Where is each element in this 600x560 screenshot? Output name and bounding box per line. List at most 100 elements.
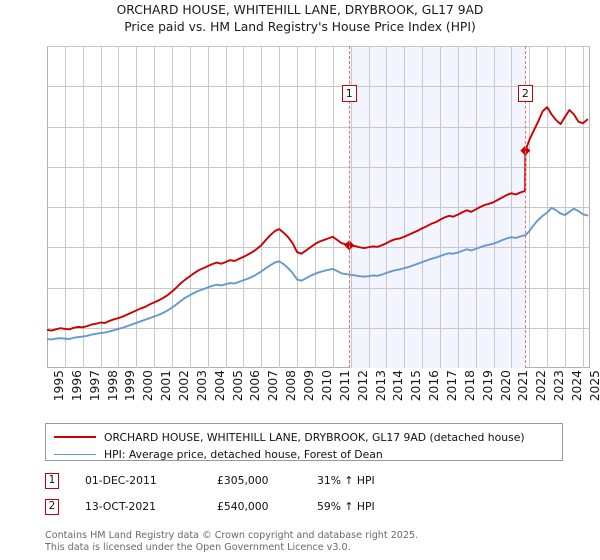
gridline-vertical [154, 46, 156, 368]
x-axis-tick-label: 2024 [569, 370, 584, 402]
gridline-vertical [422, 46, 424, 368]
gridline-vertical [279, 46, 281, 368]
x-axis-tick-label: 2022 [534, 370, 549, 402]
gridline-vertical [511, 46, 513, 368]
legend-item[interactable]: ORCHARD HOUSE, WHITEHILL LANE, DRYBROOK,… [54, 429, 525, 445]
gridline-vertical [386, 46, 388, 368]
footer-line-2: This data is licensed under the Open Gov… [45, 541, 351, 553]
x-axis-tick-label: 2004 [212, 370, 227, 402]
gridline-horizontal [47, 46, 590, 47]
x-axis-tick-label: 2009 [302, 370, 317, 402]
x-axis-tick-label: 1995 [52, 370, 66, 402]
gridline-vertical [100, 46, 102, 368]
transaction-hpi-delta: 59% ↑ HPI [317, 500, 375, 513]
x-axis-tick-label: 2010 [319, 370, 334, 402]
x-axis-tick-label: 1996 [69, 370, 84, 402]
gridline-vertical [457, 46, 459, 368]
gridline-horizontal [47, 287, 590, 289]
transaction-price: £540,000 [217, 500, 269, 513]
gridline-vertical [439, 46, 441, 368]
gridline-vertical [207, 46, 209, 368]
gridline-vertical [136, 46, 138, 368]
gridline-vertical [314, 46, 316, 368]
transaction-badge[interactable]: 1 [45, 473, 59, 489]
gridline-vertical [243, 46, 245, 368]
legend-item[interactable]: HPI: Average price, detached house, Fore… [54, 446, 383, 462]
gridline-vertical [261, 46, 263, 368]
x-axis-tick-label: 2005 [230, 370, 245, 402]
gridline-vertical [529, 46, 531, 368]
x-axis-tick-label: 2011 [337, 370, 352, 402]
gridline-horizontal [47, 166, 590, 168]
page-title: ORCHARD HOUSE, WHITEHILL LANE, DRYBROOK,… [0, 2, 600, 36]
x-axis-tick-label: 1999 [123, 370, 138, 402]
x-axis-tick-label: 2006 [248, 370, 263, 402]
footer-line-1: Contains HM Land Registry data © Crown c… [45, 530, 419, 541]
x-axis-tick-label: 2023 [552, 370, 567, 402]
annotation-marker-badge[interactable]: 1 [341, 85, 357, 102]
gridline-vertical [64, 46, 66, 368]
gridline-vertical [118, 46, 120, 368]
transaction-row[interactable]: 1 01-DEC-2011 £305,000 31% ↑ HPI [45, 473, 565, 493]
x-axis-tick-label: 2020 [498, 370, 513, 402]
x-axis-tick-label: 2018 [462, 370, 477, 402]
x-axis-tick-label: 2019 [480, 370, 495, 402]
x-axis-tick-label: 2003 [194, 370, 209, 402]
chart-legend: ORCHARD HOUSE, WHITEHILL LANE, DRYBROOK,… [45, 423, 563, 461]
footer-attribution: Contains HM Land Registry data © Crown c… [45, 530, 585, 553]
annotation-marker-badge[interactable]: 2 [517, 85, 533, 102]
transaction-date: 13-OCT-2021 [85, 500, 156, 513]
legend-item-label: ORCHARD HOUSE, WHITEHILL LANE, DRYBROOK,… [104, 430, 525, 444]
x-axis-tick-label: 2021 [516, 370, 531, 402]
gridline-horizontal [47, 327, 590, 329]
gridline-horizontal [47, 86, 590, 88]
x-axis-tick-label: 1997 [87, 370, 102, 402]
transaction-hpi-delta: 31% ↑ HPI [317, 474, 375, 487]
title-line-1: ORCHARD HOUSE, WHITEHILL LANE, DRYBROOK,… [116, 3, 484, 17]
x-axis-tick-label: 2016 [427, 370, 442, 402]
legend-color-swatch [54, 453, 96, 455]
x-axis-tick-label: 2002 [177, 370, 192, 402]
gridline-horizontal [47, 207, 590, 208]
annotation-vline [349, 46, 351, 368]
legend-item-label: HPI: Average price, detached house, Fore… [104, 447, 383, 461]
x-axis-tick-label: 2013 [373, 370, 388, 402]
gridline-vertical [350, 46, 352, 368]
transaction-price: £305,000 [217, 474, 269, 487]
x-axis-tick-label: 2001 [159, 370, 174, 402]
chart-series-svg [47, 46, 590, 368]
gridline-vertical [82, 46, 84, 368]
series-line [47, 107, 587, 330]
legend-color-swatch [54, 436, 96, 438]
gridline-horizontal [47, 126, 590, 128]
x-axis-tick-label: 2000 [141, 370, 156, 402]
gridline-vertical [297, 46, 299, 368]
x-axis-tick-label: 2025 [587, 370, 600, 402]
series-line [47, 208, 587, 340]
annotation-vline [525, 46, 527, 368]
x-axis-tick-label: 2015 [409, 370, 424, 402]
gridline-vertical [582, 46, 584, 368]
gridline-vertical [172, 46, 174, 368]
x-axis: 1995 1996 1997 1998 1999 2000 2001 2002 2003 2004… [47, 370, 600, 418]
x-axis-tick-label: 2008 [284, 370, 299, 402]
gridline-vertical [547, 46, 549, 368]
x-axis-tick-label: 2017 [444, 370, 459, 402]
transaction-badge[interactable]: 2 [45, 499, 59, 515]
gridline-vertical [368, 46, 370, 368]
x-axis-tick-label: 2012 [355, 370, 370, 402]
gridline-vertical [225, 46, 227, 368]
gridline-vertical [475, 46, 477, 368]
transaction-date: 01-DEC-2011 [85, 474, 157, 487]
transaction-row[interactable]: 2 13-OCT-2021 £540,000 59% ↑ HPI [45, 499, 565, 519]
gridline-vertical [332, 46, 334, 368]
gridline-vertical [189, 46, 191, 368]
gridline-vertical [493, 46, 495, 368]
x-axis-tick-label: 1998 [105, 370, 120, 402]
x-axis-tick-label: 2014 [391, 370, 406, 402]
x-axis-tick-label: 2007 [266, 370, 281, 402]
gridline-vertical [564, 46, 566, 368]
gridline-horizontal [47, 247, 590, 249]
chart-plot-area[interactable] [47, 46, 590, 368]
gridline-vertical [404, 46, 406, 368]
